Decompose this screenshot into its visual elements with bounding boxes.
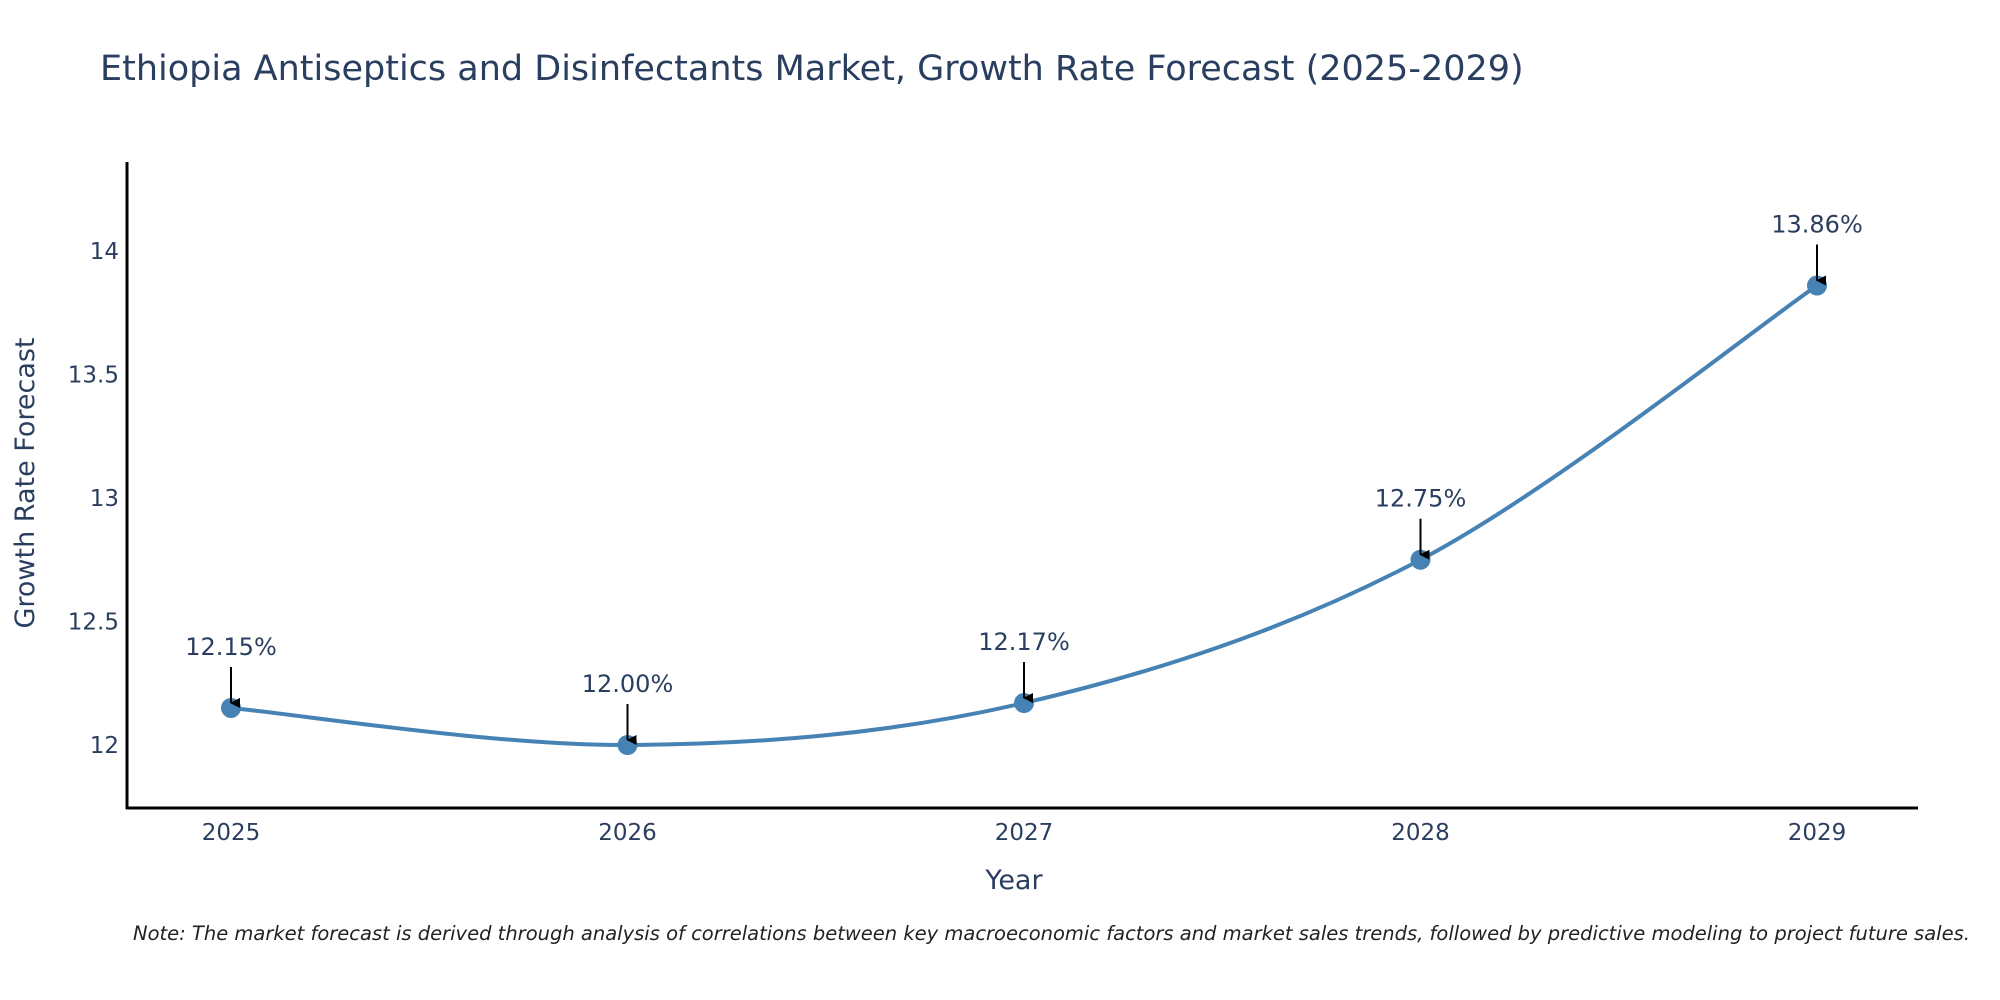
data-labels: 12.15% 12.00% 12.17% 12.75% 13.86%	[185, 211, 1863, 746]
x-tick-label: 2026	[598, 820, 657, 846]
y-axis-ticks: 12 12.5 13 13.5 14	[68, 239, 119, 759]
y-axis-title: Growth Rate Forecast	[10, 337, 41, 628]
data-label: 12.15%	[185, 633, 277, 661]
chart-title: Ethiopia Antiseptics and Disinfectants M…	[100, 49, 1524, 89]
y-tick-label: 13.5	[68, 362, 119, 388]
x-tick-label: 2028	[1391, 820, 1450, 846]
y-tick-label: 12	[90, 733, 119, 759]
y-tick-label: 12.5	[68, 609, 119, 635]
x-axis-ticks: 2025 2026 2027 2028 2029	[202, 820, 1847, 846]
x-axis-title: Year	[984, 865, 1043, 896]
data-label: 13.86%	[1771, 211, 1863, 239]
y-tick-label: 14	[90, 239, 119, 265]
x-tick-label: 2029	[1788, 820, 1847, 846]
data-label: 12.17%	[978, 628, 1070, 656]
footnote: Note: The market forecast is derived thr…	[133, 922, 1970, 945]
x-tick-label: 2025	[202, 820, 261, 846]
axes	[125, 162, 1918, 810]
data-label: 12.00%	[582, 670, 674, 698]
data-label: 12.75%	[1375, 485, 1467, 513]
x-tick-label: 2027	[995, 820, 1054, 846]
y-tick-label: 13	[90, 486, 119, 512]
